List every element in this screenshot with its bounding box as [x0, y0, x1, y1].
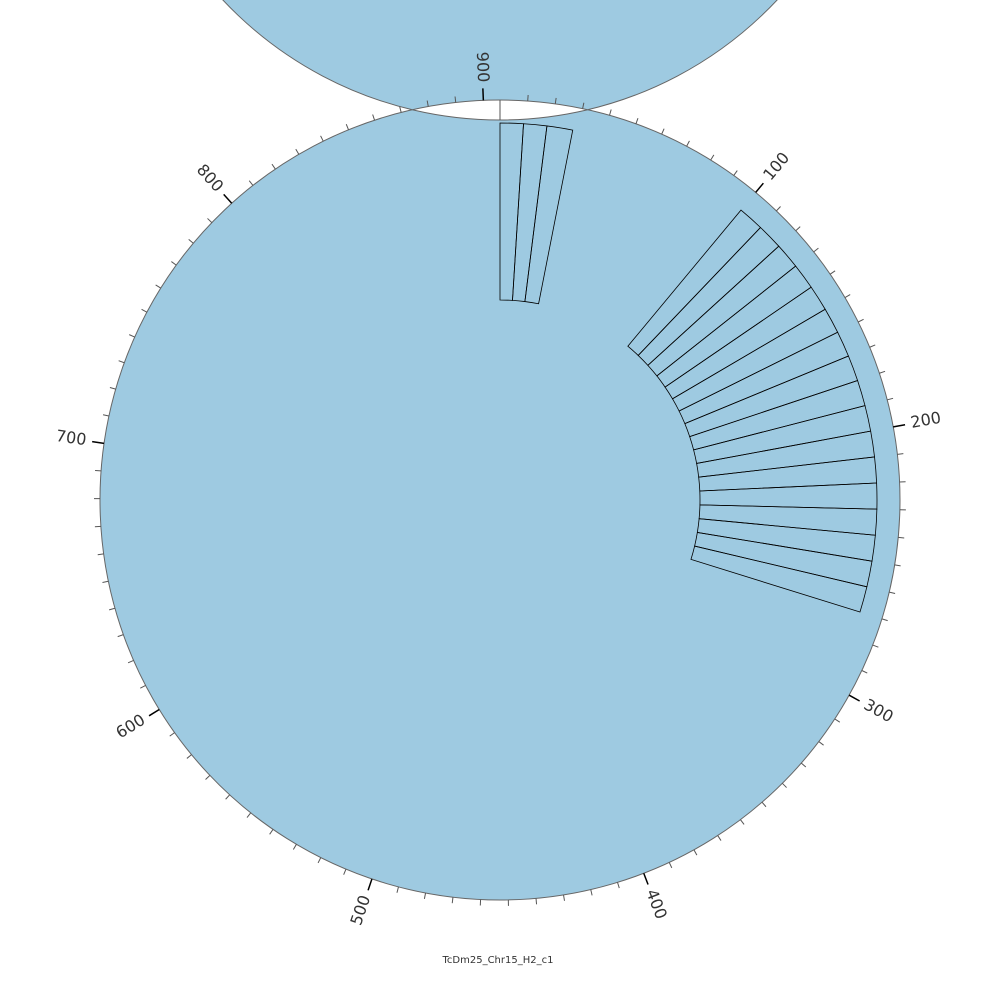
minor-tick [717, 835, 722, 841]
tick-label: 400 [642, 886, 671, 921]
tick-label: 900 [473, 51, 493, 82]
minor-tick [740, 819, 745, 825]
minor-tick [887, 397, 894, 401]
minor-tick [399, 106, 402, 113]
minor-tick [246, 812, 252, 818]
minor-tick [894, 564, 901, 567]
minor-tick [781, 782, 787, 788]
minor-tick [733, 170, 738, 176]
minor-tick [889, 591, 896, 594]
minor-tick [207, 218, 213, 223]
chart-title: TcDm25_Chr15_H2_c1 [442, 955, 554, 966]
major-tick [367, 878, 373, 891]
minor-tick [563, 894, 565, 901]
minor-tick [117, 634, 124, 638]
minor-tick [857, 318, 864, 323]
minor-tick [317, 857, 322, 864]
major-tick [643, 873, 649, 885]
minor-tick [813, 247, 819, 253]
minor-tick [188, 239, 194, 244]
minor-tick [118, 360, 125, 364]
minor-tick [102, 580, 109, 583]
minor-tick [818, 741, 824, 746]
major-tick [92, 440, 105, 445]
minor-tick [668, 862, 673, 869]
minor-tick [169, 732, 175, 737]
minor-tick [829, 270, 836, 275]
minor-tick [396, 886, 399, 893]
feature-tile [690, 545, 868, 613]
minor-tick [205, 775, 211, 780]
tick-label: 600 [112, 710, 148, 742]
minor-tick [141, 308, 148, 313]
minor-tick [861, 670, 868, 674]
minor-tick [590, 889, 593, 896]
minor-tick [343, 868, 347, 875]
tick-label: 700 [55, 426, 88, 449]
minor-tick [898, 536, 905, 539]
tick-label: 300 [861, 695, 897, 726]
tick-label: 200 [909, 408, 943, 432]
minor-tick [686, 140, 690, 147]
minor-tick [535, 898, 538, 905]
minor-tick [426, 100, 429, 107]
minor-tick [693, 849, 698, 856]
minor-tick [155, 284, 161, 289]
minor-tick [844, 294, 851, 299]
minor-tick [834, 718, 841, 723]
minor-tick [102, 414, 110, 417]
minor-tick [97, 553, 104, 556]
minor-tick [372, 114, 376, 121]
minor-tick [271, 163, 276, 170]
minor-tick [320, 135, 324, 142]
minor-tick [795, 226, 801, 232]
minor-tick [661, 128, 665, 135]
minor-tick [710, 154, 715, 161]
minor-tick [295, 148, 300, 155]
minor-tick [345, 124, 349, 130]
minor-tick [454, 96, 457, 103]
minor-tick [225, 794, 231, 800]
minor-tick [127, 659, 134, 664]
minor-tick [881, 618, 888, 622]
tick-label: 100 [759, 148, 793, 184]
minor-tick [869, 344, 876, 348]
minor-tick [109, 386, 116, 390]
minor-tick [879, 370, 886, 374]
major-tick [848, 694, 860, 702]
minor-tick [171, 261, 177, 266]
minor-tick [897, 453, 904, 455]
minor-tick [617, 882, 620, 889]
minor-tick [582, 102, 585, 109]
minor-tick [776, 206, 781, 212]
chromosome-band [99, 0, 901, 901]
minor-tick [269, 829, 274, 835]
minor-tick [140, 684, 146, 689]
major-tick [755, 182, 764, 193]
tick-label: 800 [193, 160, 228, 195]
minor-tick [554, 97, 557, 104]
minor-tick [248, 180, 254, 186]
major-tick [223, 193, 233, 204]
major-tick [893, 423, 906, 428]
tick-label: 500 [346, 893, 374, 928]
minor-tick [872, 644, 879, 648]
minor-tick [423, 892, 427, 899]
minor-tick [761, 801, 767, 808]
minor-tick [800, 762, 807, 768]
major-tick [148, 708, 160, 717]
feature-tile [524, 125, 574, 305]
minor-tick [609, 109, 612, 116]
minor-tick [129, 334, 135, 338]
minor-tick [451, 897, 454, 904]
minor-tick [109, 607, 116, 611]
minor-tick [635, 117, 639, 124]
minor-tick [292, 844, 297, 850]
minor-tick [186, 754, 192, 759]
